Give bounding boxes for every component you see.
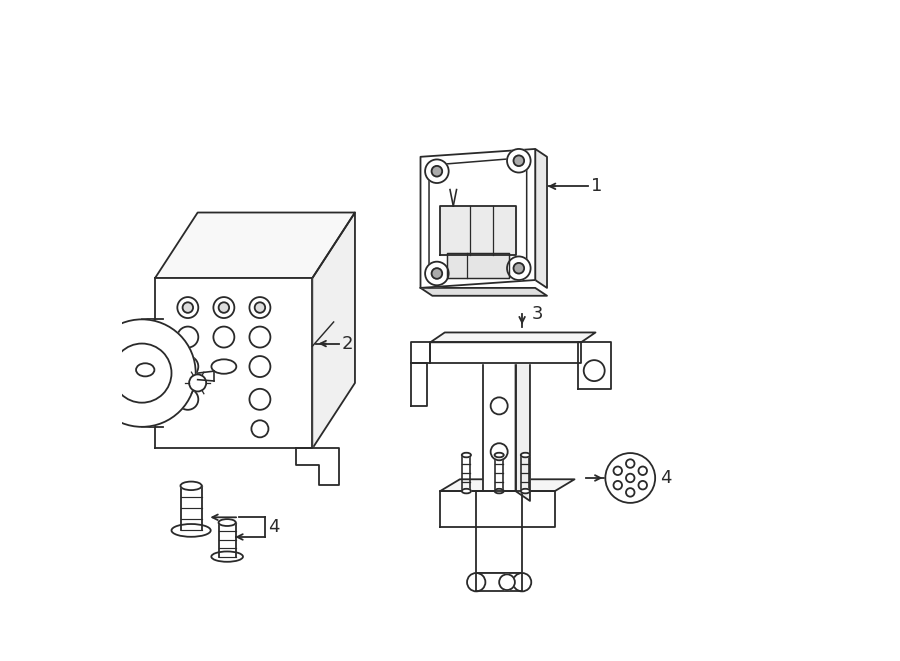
Circle shape xyxy=(507,149,531,173)
Circle shape xyxy=(249,327,270,348)
Polygon shape xyxy=(420,149,536,288)
Circle shape xyxy=(584,360,605,381)
Polygon shape xyxy=(440,206,516,255)
Polygon shape xyxy=(440,491,555,527)
Polygon shape xyxy=(410,342,430,364)
Circle shape xyxy=(500,574,515,590)
Circle shape xyxy=(249,297,270,318)
Polygon shape xyxy=(420,288,547,295)
Text: 1: 1 xyxy=(591,177,602,195)
Circle shape xyxy=(177,389,198,410)
Ellipse shape xyxy=(180,482,202,490)
Polygon shape xyxy=(578,342,610,389)
Ellipse shape xyxy=(172,524,211,537)
Circle shape xyxy=(425,159,449,183)
Polygon shape xyxy=(296,448,338,485)
Circle shape xyxy=(614,481,622,489)
Ellipse shape xyxy=(155,346,171,400)
Polygon shape xyxy=(410,364,428,406)
Polygon shape xyxy=(476,491,522,573)
Circle shape xyxy=(88,319,195,427)
Circle shape xyxy=(638,481,647,489)
Text: 2: 2 xyxy=(342,334,354,352)
Circle shape xyxy=(177,327,198,348)
Polygon shape xyxy=(440,479,574,491)
Circle shape xyxy=(177,297,198,318)
Ellipse shape xyxy=(462,488,471,493)
Ellipse shape xyxy=(521,488,530,493)
Ellipse shape xyxy=(219,519,236,526)
Polygon shape xyxy=(536,149,547,288)
Text: 4: 4 xyxy=(660,469,671,487)
Circle shape xyxy=(626,459,634,468)
Ellipse shape xyxy=(467,573,485,592)
Polygon shape xyxy=(312,213,355,448)
Ellipse shape xyxy=(462,453,471,457)
Circle shape xyxy=(219,302,230,313)
Circle shape xyxy=(626,488,634,496)
Ellipse shape xyxy=(212,551,243,562)
Polygon shape xyxy=(155,213,355,278)
Ellipse shape xyxy=(212,360,237,373)
Circle shape xyxy=(251,420,268,438)
Circle shape xyxy=(213,297,234,318)
Text: 3: 3 xyxy=(532,305,544,323)
Circle shape xyxy=(606,453,655,503)
Circle shape xyxy=(514,155,524,166)
Polygon shape xyxy=(430,342,581,364)
Circle shape xyxy=(432,268,442,279)
Circle shape xyxy=(213,327,234,348)
Polygon shape xyxy=(516,344,530,501)
Text: 4: 4 xyxy=(268,518,280,536)
Circle shape xyxy=(514,263,524,274)
Circle shape xyxy=(255,302,266,313)
Circle shape xyxy=(626,474,634,483)
Circle shape xyxy=(638,467,647,475)
Polygon shape xyxy=(430,332,596,342)
Polygon shape xyxy=(429,157,526,276)
Circle shape xyxy=(432,166,442,176)
Circle shape xyxy=(491,397,508,414)
Circle shape xyxy=(249,389,270,410)
Circle shape xyxy=(177,356,198,377)
Polygon shape xyxy=(482,344,516,491)
Circle shape xyxy=(425,262,449,286)
Circle shape xyxy=(183,302,194,313)
Circle shape xyxy=(249,356,270,377)
Polygon shape xyxy=(155,278,312,448)
Polygon shape xyxy=(476,573,522,592)
Ellipse shape xyxy=(495,453,504,457)
Circle shape xyxy=(112,344,172,403)
Ellipse shape xyxy=(495,488,504,493)
Ellipse shape xyxy=(136,364,155,376)
Circle shape xyxy=(614,467,622,475)
Circle shape xyxy=(491,444,508,460)
Circle shape xyxy=(189,374,206,391)
Circle shape xyxy=(507,256,531,280)
Ellipse shape xyxy=(513,573,531,592)
Ellipse shape xyxy=(521,453,530,457)
Polygon shape xyxy=(446,253,509,278)
